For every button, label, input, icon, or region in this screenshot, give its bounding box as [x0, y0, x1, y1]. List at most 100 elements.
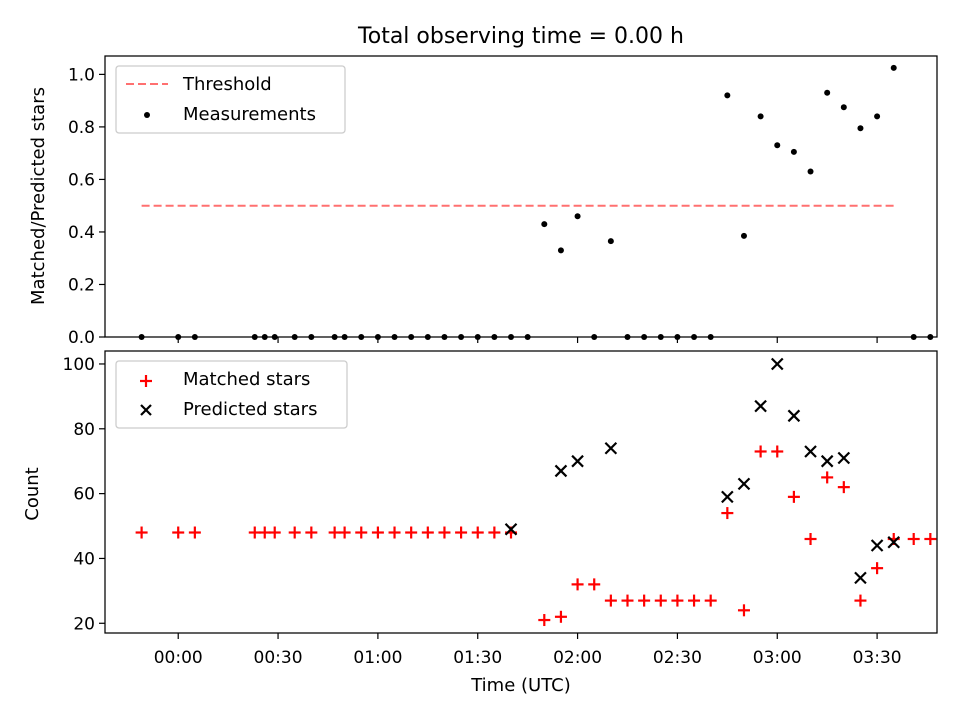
top-ytick-label: 0.2: [68, 275, 95, 295]
measurement-point: [890, 64, 897, 71]
top-ytick-label: 1.0: [68, 65, 95, 85]
predicted-star-stroke: [787, 409, 801, 423]
predicted-star-point: [604, 441, 618, 455]
matched-star-point: [821, 471, 834, 484]
predicted-star-stroke: [571, 454, 584, 468]
predicted-star-stroke: [870, 539, 884, 552]
measurement-point: [840, 104, 847, 111]
predicted-star-stroke: [770, 357, 784, 371]
matched-star-point: [268, 526, 281, 539]
bottom-xtick-label: 01:00: [353, 648, 402, 668]
top-ytick-label: 0.8: [68, 118, 95, 138]
top-ytick-label: 0.4: [68, 223, 95, 243]
matched-star-point: [721, 507, 734, 520]
top-plot-area: 0.0 0.2 0.4 0.6 0.8 1.0: [68, 64, 934, 348]
matched-star-point: [571, 578, 584, 591]
measurement-point: [874, 113, 881, 120]
matched-star-point: [737, 604, 750, 617]
predicted-star-stroke: [804, 445, 817, 458]
legend-threshold-label: Threshold: [182, 74, 272, 95]
bottom-xtick-label: 01:30: [453, 648, 502, 668]
matched-star-point: [338, 526, 351, 539]
measurement-point: [557, 247, 564, 254]
measurement-point: [541, 221, 548, 228]
predicted-star-point: [770, 357, 784, 371]
measurement-point: [774, 142, 781, 149]
figure-title: Total observing time = 0.00 h: [357, 24, 684, 49]
top-legend: Threshold Measurements: [115, 65, 346, 134]
predicted-star-stroke: [504, 522, 518, 536]
matched-star-point: [371, 526, 384, 539]
matched-star-point: [621, 594, 634, 607]
matched-star-point: [854, 594, 867, 607]
predicted-star-point: [870, 539, 884, 552]
matched-star-point: [654, 594, 667, 607]
matched-star-point: [438, 526, 451, 539]
predicted-star-point: [854, 571, 867, 585]
predicted-star-point: [737, 477, 751, 491]
predicted-star-stroke: [604, 441, 618, 455]
matched-star-point: [305, 526, 318, 539]
matched-star-point: [355, 526, 368, 539]
measurement-point: [807, 168, 814, 175]
matched-star-point: [488, 526, 501, 539]
top-axes-frame: [104, 55, 938, 338]
matched-star-point: [837, 481, 850, 494]
predicted-star-stroke: [737, 477, 751, 491]
predicted-star-point: [887, 535, 901, 549]
bottom-xlabel: Time (UTC): [470, 675, 571, 696]
predicted-star-stroke: [721, 490, 734, 504]
legend-measurements-label: Measurements: [183, 104, 316, 125]
matched-star-point: [671, 594, 684, 607]
matched-star-point: [455, 526, 468, 539]
matched-star-point: [787, 490, 800, 503]
top-ytick-label: 0.0: [68, 328, 95, 348]
measurement-point: [740, 232, 747, 239]
predicted-star-stroke: [837, 451, 851, 465]
matched-star-point: [288, 526, 301, 539]
matched-star-point: [188, 526, 201, 539]
matched-star-point: [604, 594, 617, 607]
bottom-xtick-label: 02:00: [553, 648, 602, 668]
matched-star-point: [754, 445, 767, 458]
measurement-point: [574, 213, 581, 220]
bottom-xtick-label: 02:30: [653, 648, 702, 668]
matched-star-point: [871, 562, 884, 575]
top-ytick-label: 0.6: [68, 170, 95, 190]
predicted-star-point: [804, 445, 817, 458]
measurement-point: [790, 148, 797, 155]
measurement-point: [824, 89, 831, 96]
matched-star-point: [588, 578, 601, 591]
matched-star-point: [804, 533, 817, 545]
matched-star-point: [471, 526, 484, 539]
predicted-star-point: [554, 464, 568, 478]
bottom-ytick-label: 100: [63, 355, 95, 375]
matched-star-point: [172, 526, 185, 539]
top-legend-box: [115, 65, 346, 134]
bottom-ytick-label: 80: [73, 420, 95, 440]
legend-predicted-label: Predicted stars: [183, 399, 317, 420]
bottom-legend: Matched stars Predicted stars: [115, 360, 348, 429]
matched-star-point: [135, 526, 148, 539]
matched-star-point: [924, 533, 937, 545]
legend-matched-label: Matched stars: [183, 369, 310, 390]
bottom-ytick-label: 40: [73, 549, 95, 569]
measurement-point: [607, 238, 614, 245]
legend-measurements-marker: [144, 112, 150, 118]
bottom-plot-area: 20 40 60 80 100 00:00 00:30 01:00 01:30 02:00 02:3…: [63, 355, 937, 668]
bottom-ytick-label: 20: [73, 614, 95, 634]
matched-star-point: [638, 594, 651, 607]
predicted-star-stroke: [754, 399, 767, 413]
legend-predicted-marker: [140, 404, 152, 416]
predicted-star-stroke: [554, 464, 568, 478]
bottom-xtick-label: 00:00: [154, 648, 203, 668]
matched-star-point: [554, 610, 567, 623]
matched-star-point: [538, 614, 551, 627]
predicted-star-stroke: [887, 535, 901, 549]
bottom-ylabel: Count: [22, 467, 43, 520]
predicted-star-point: [820, 454, 834, 468]
predicted-star-point: [787, 409, 801, 423]
bottom-xtick-label: 03:30: [853, 648, 902, 668]
predicted-star-stroke: [820, 454, 834, 468]
bottom-xtick-label: 03:00: [753, 648, 802, 668]
